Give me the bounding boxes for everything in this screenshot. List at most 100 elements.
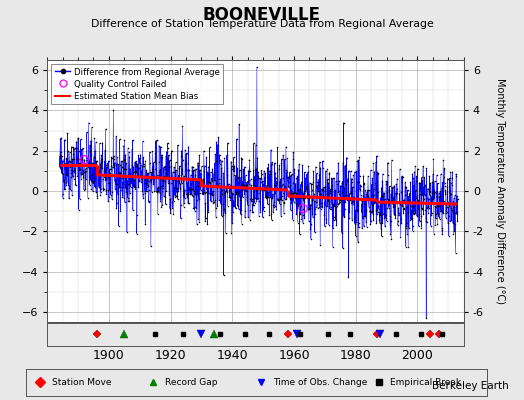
Point (378, 178, 386, 184)
Point (390, 182, 398, 189)
Point (392, 185, 401, 192)
Point (112, 205, 121, 211)
Point (450, 203, 458, 210)
Point (80, 156, 89, 163)
Point (238, 156, 246, 162)
Point (280, 187, 289, 194)
Text: 1900: 1900 (93, 349, 125, 362)
Point (85, 156, 93, 163)
Point (378, 192, 386, 199)
Text: Time of Obs. Change: Time of Obs. Change (273, 378, 367, 387)
Point (110, 161, 118, 168)
Point (91, 184, 99, 190)
Point (227, 166, 236, 172)
Point (76, 165, 84, 172)
Point (79, 145, 87, 152)
Point (355, 172, 364, 179)
Point (281, 166, 290, 173)
Point (93, 193, 101, 199)
Point (241, 186, 249, 192)
Point (195, 219, 204, 225)
Point (177, 202, 185, 208)
Point (317, 200, 325, 206)
Point (162, 169, 170, 176)
Point (286, 190, 294, 197)
Text: Empirical Break: Empirical Break (390, 378, 462, 387)
Point (360, 180, 368, 186)
Point (443, 184, 452, 191)
Point (288, 192, 297, 199)
Point (315, 204, 323, 210)
Point (376, 220, 384, 226)
Point (126, 165, 135, 172)
Point (389, 204, 397, 211)
Point (101, 177, 110, 183)
Point (222, 230, 230, 236)
Point (445, 190, 454, 196)
Point (386, 213, 394, 219)
Point (229, 198, 237, 204)
Point (375, 210, 384, 216)
Point (350, 194, 358, 200)
Point (115, 172, 123, 178)
Point (185, 166, 193, 173)
Point (372, 180, 380, 187)
Point (131, 168, 139, 174)
Point (420, 196, 428, 202)
Point (107, 163, 115, 169)
Point (343, 192, 352, 198)
Point (309, 168, 318, 175)
Text: 1940: 1940 (216, 349, 248, 362)
Point (287, 172, 295, 179)
Point (274, 197, 282, 204)
Point (341, 192, 350, 198)
Point (414, 206, 422, 212)
Point (279, 190, 288, 196)
Point (62, 160, 70, 166)
Point (205, 144, 214, 151)
Point (213, 179, 221, 185)
Point (413, 212, 422, 218)
Point (415, 216, 423, 223)
Point (302, 184, 310, 190)
Point (365, 196, 374, 202)
Point (221, 188, 230, 194)
Point (133, 161, 141, 167)
Point (432, 190, 441, 197)
Point (95, 167, 103, 173)
Point (188, 168, 196, 174)
Point (450, 228, 458, 234)
Point (216, 201, 225, 207)
Point (392, 200, 401, 206)
Point (304, 194, 313, 201)
Point (145, 198, 153, 205)
Point (261, 184, 270, 190)
Point (409, 174, 417, 181)
Point (159, 164, 168, 171)
Point (328, 175, 336, 181)
Point (347, 188, 355, 194)
Point (339, 198, 347, 204)
Point (364, 194, 373, 201)
Point (393, 190, 401, 196)
Point (161, 201, 170, 208)
Point (166, 196, 174, 202)
Point (138, 172, 146, 178)
Text: 1960: 1960 (278, 349, 310, 362)
Point (362, 207, 370, 213)
Point (190, 190, 199, 196)
Point (177, 215, 185, 222)
Point (406, 198, 414, 204)
Point (234, 174, 242, 181)
Point (91, 158, 100, 164)
Point (418, 204, 426, 211)
Point (179, 203, 188, 210)
Point (230, 168, 238, 175)
Point (135, 155, 144, 161)
Point (211, 176, 219, 183)
Point (448, 174, 456, 181)
Point (386, 231, 395, 237)
Point (444, 220, 452, 227)
Point (243, 194, 251, 200)
Point (184, 200, 193, 206)
